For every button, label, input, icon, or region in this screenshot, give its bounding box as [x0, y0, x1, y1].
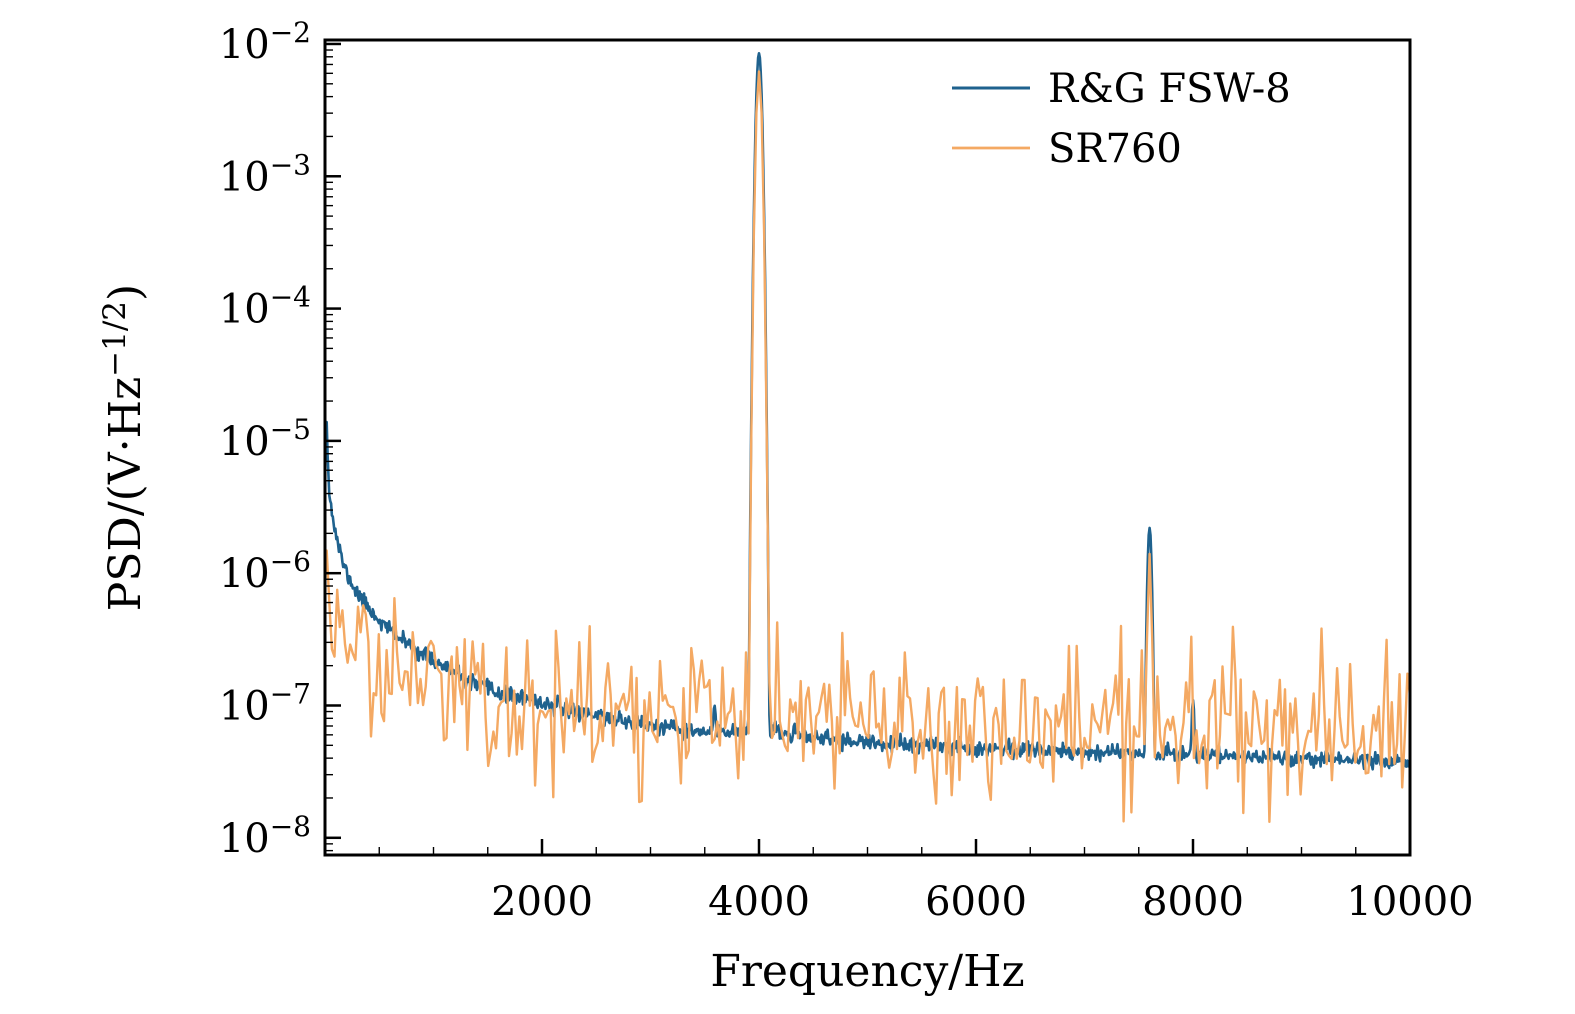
series-line-r-g-fsw-8 — [325, 52, 1410, 771]
y-tick-label: 10−5 — [219, 413, 311, 465]
y-axis-label: PSD/(V·Hz−1/2) — [97, 284, 151, 611]
legend-label: R&G FSW-8 — [1048, 66, 1291, 112]
plot-area — [325, 52, 1410, 823]
x-tick-label: 10000 — [1346, 879, 1473, 925]
y-tick-label: 10−6 — [219, 545, 311, 597]
x-tick-label: 8000 — [1142, 879, 1244, 925]
y-tick-label: 10−4 — [219, 281, 311, 333]
x-tick-label: 6000 — [925, 879, 1027, 925]
series-line-sr760 — [325, 70, 1410, 823]
x-axis-label: Frequency/Hz — [710, 946, 1025, 997]
y-tick-label: 10−7 — [219, 677, 311, 729]
x-tick-label: 4000 — [708, 879, 810, 925]
x-tick-label: 2000 — [491, 879, 593, 925]
y-tick-label: 10−3 — [219, 148, 311, 200]
y-tick-label: 10−2 — [219, 16, 311, 68]
y-tick-label: 10−8 — [219, 810, 311, 862]
legend: R&G FSW-8 SR760 — [952, 66, 1291, 172]
legend-label: SR760 — [1048, 126, 1182, 172]
axis-ticks — [325, 42, 1412, 855]
